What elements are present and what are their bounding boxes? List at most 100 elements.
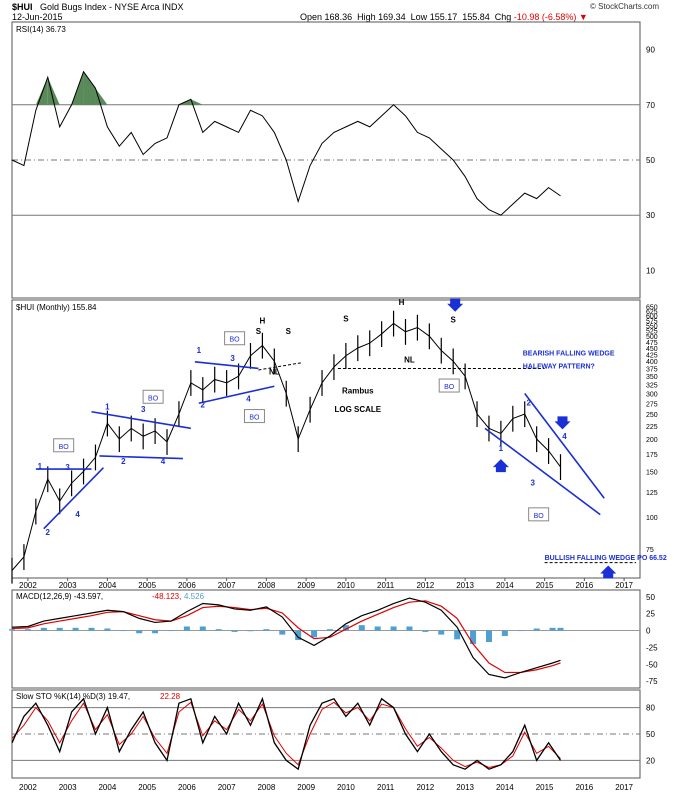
macd-histogram-bar (136, 630, 143, 634)
price-tick-label: 125 (646, 490, 658, 497)
macd-histogram-bar (24, 629, 31, 631)
rsi-overbought-fill (47, 77, 60, 105)
macd-histogram-bar (438, 630, 445, 635)
macd-histogram-bar (358, 625, 365, 631)
macd-histogram-bar (183, 626, 190, 631)
pattern-annotation: S (286, 327, 292, 336)
triangle-2-bottom (99, 455, 183, 460)
macd-tick-label: -25 (646, 643, 658, 652)
pattern-annotation: HALFWAY PATTERN? (523, 363, 595, 370)
arrow-down-icon (447, 298, 464, 312)
rsi-overbought-fill (190, 99, 203, 105)
pattern-annotation: H (399, 298, 405, 307)
rsi-line (11, 70, 561, 216)
macd-histogram-bar (199, 626, 206, 631)
price-x-tick-label: 2016 (575, 581, 593, 590)
macd-histogram-bar (342, 625, 349, 631)
pattern-annotation: 3 (230, 354, 235, 363)
sto-x-tick-label: 2008 (257, 783, 275, 792)
price-tick-label: 475 (646, 340, 658, 347)
rsi-overbought-fill (95, 88, 108, 105)
bo-box (438, 378, 460, 393)
macd-histogram-bar (533, 628, 540, 631)
price-title: $HUI (Monthly) 155.84 (16, 303, 97, 312)
price-x-tick-label: 2012 (416, 581, 434, 590)
sto-x-tick-label: 2006 (178, 783, 196, 792)
price-x-tick-label: 2015 (536, 581, 554, 590)
pattern-annotation: 2 (121, 457, 126, 466)
pattern-annotation: 2 (46, 528, 51, 537)
sto-x-tick-label: 2005 (138, 783, 156, 792)
pattern-annotation: BULLISH FALLING WEDGE PO 66.52 (545, 555, 667, 562)
macd-histogram-bar (40, 627, 47, 631)
pattern-annotation: 4 (562, 432, 567, 441)
macd-histogram-bar (454, 630, 461, 640)
ohlc-readout: Open 168.36 High 169.34 Low 155.17 155.8… (300, 12, 588, 22)
rsi-tick-label: 50 (646, 156, 655, 165)
macd-histogram-bar (311, 630, 318, 638)
chart-date: 12-Jun-2015 (12, 12, 63, 22)
macd-histogram-bar (485, 630, 492, 643)
macd-histogram-bar (279, 630, 286, 635)
sto-x-tick-label: 2013 (456, 783, 474, 792)
price-tick-label: 625 (646, 309, 658, 316)
author-label: Rambus (342, 387, 374, 396)
pattern-annotation: 4 (75, 510, 80, 519)
price-tick-label: 525 (646, 329, 658, 336)
macd-tick-label: 50 (646, 593, 655, 602)
pattern-annotation: 4 (161, 457, 166, 466)
price-x-tick-label: 2011 (377, 581, 395, 590)
sto-x-tick-label: 2014 (496, 783, 514, 792)
rsi-overbought-fill (83, 71, 96, 105)
chart-symbol: $HUI (12, 2, 33, 12)
sto-x-tick-label: 2012 (416, 783, 434, 792)
price-tick-label: 300 (646, 392, 658, 399)
scale-label: LOG SCALE (334, 405, 381, 414)
bo-label: BO (59, 444, 70, 451)
arrow-up-icon (600, 565, 617, 579)
pattern-annotation: 3 (141, 405, 146, 414)
pattern-annotation: 2 (526, 398, 531, 407)
price-x-tick-label: 2014 (496, 581, 514, 590)
triangle-3-top (194, 360, 259, 370)
price-tick-label: 550 (646, 323, 658, 330)
price-tick-label: 375 (646, 366, 658, 373)
macd-histogram-bar (557, 627, 564, 631)
price-tick-label: 275 (646, 401, 658, 408)
pattern-annotation: 1 (197, 346, 202, 355)
macd-tick-label: 0 (646, 627, 651, 636)
macd-title: MACD(12,26,9) -43.597, (16, 592, 103, 601)
bo-label: BO (534, 513, 545, 520)
price-tick-label: 175 (646, 452, 658, 459)
bo-box (142, 389, 164, 404)
macd-tick-label: -50 (646, 660, 658, 669)
price-x-tick-label: 2006 (178, 581, 196, 590)
bo-box (528, 507, 550, 522)
price-tick-label: 100 (646, 515, 658, 522)
price-tick-label: 325 (646, 383, 658, 390)
sto-x-tick-label: 2017 (615, 783, 633, 792)
macd-signal-line (11, 600, 561, 674)
price-tick-label: 75 (646, 547, 654, 554)
macd-histogram-bar (9, 629, 15, 631)
macd-histogram-bar (501, 630, 508, 636)
macd-tick-label: 25 (646, 610, 655, 619)
price-x-tick-label: 2003 (59, 581, 77, 590)
sto-d-line (11, 701, 561, 768)
price-tick-label: 425 (646, 352, 658, 359)
sto-x-tick-label: 2015 (536, 783, 554, 792)
price-tick-label: 450 (646, 346, 658, 353)
macd-histogram-bar (152, 630, 159, 634)
pattern-annotation: NL (269, 368, 280, 377)
price-x-tick-label: 2008 (257, 581, 275, 590)
pattern-annotation: 2 (201, 400, 206, 409)
price-tick-label: 400 (646, 359, 658, 366)
macd-histogram-bar (247, 630, 254, 632)
rsi-tick-label: 90 (646, 46, 655, 55)
sto-title: Slow STO %K(14) %D(3) 19.47, (16, 692, 130, 701)
wedge-bottom (484, 427, 601, 516)
bo-label: BO (230, 337, 241, 344)
arrow-up-icon (492, 459, 509, 473)
macd-histogram-bar (104, 628, 111, 631)
